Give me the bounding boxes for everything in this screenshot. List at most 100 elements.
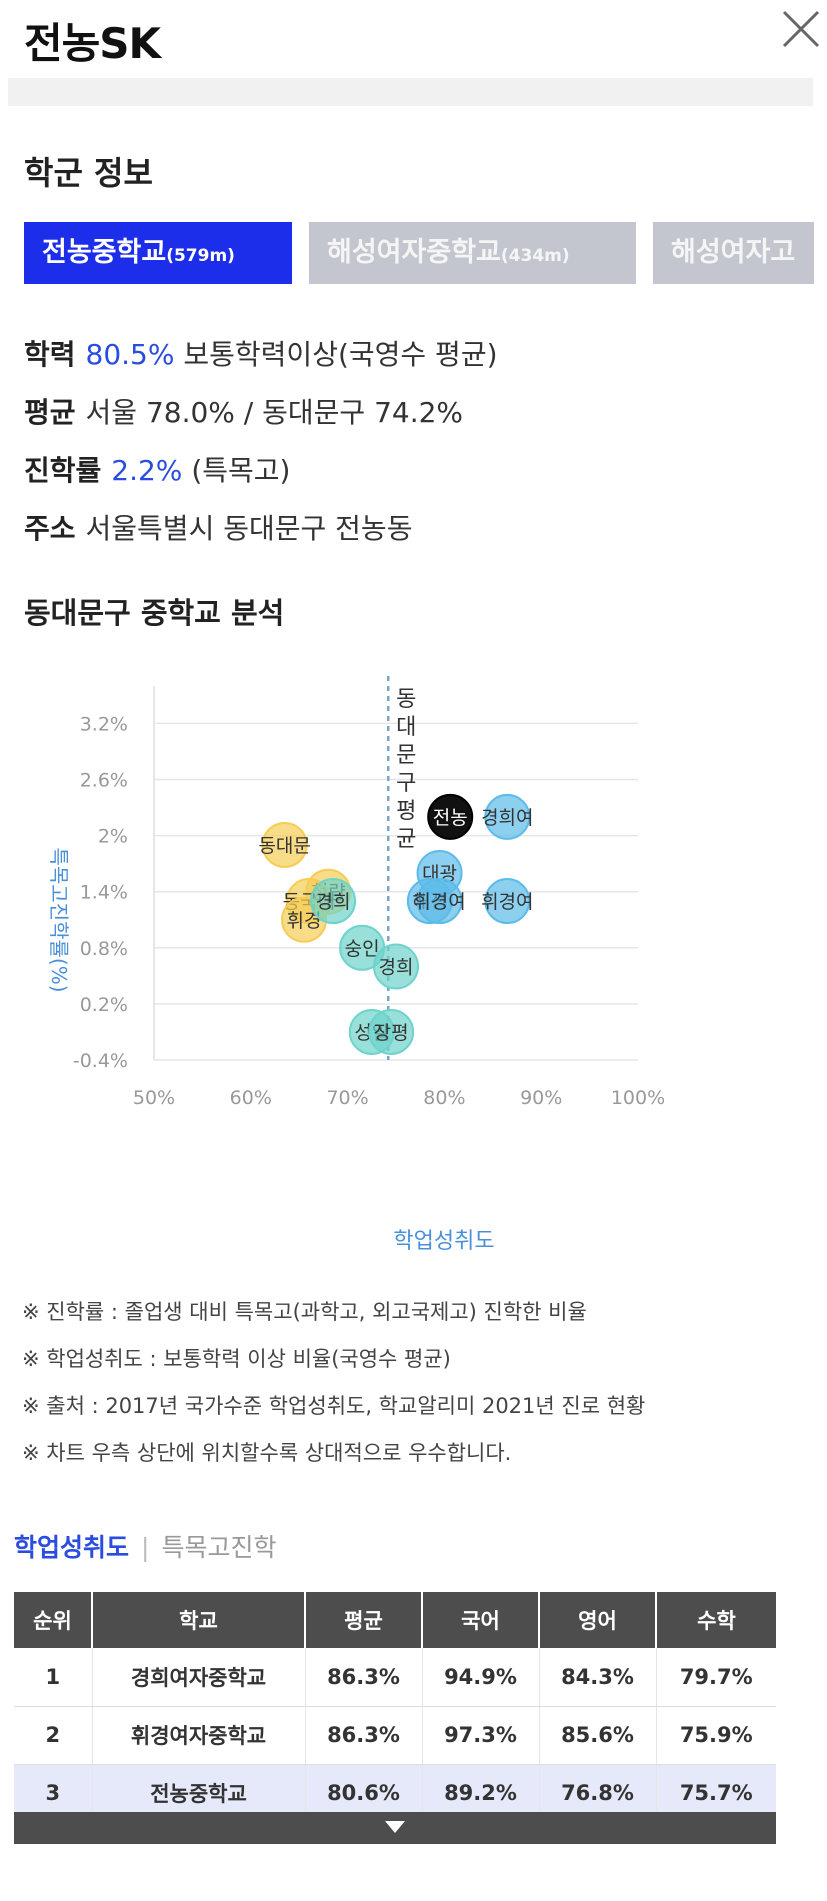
average-line-label-char: 균: [396, 827, 416, 852]
table-row: 2 휘경여자중학교 86.3% 97.3% 85.6% 75.9%: [14, 1706, 776, 1765]
average-line-label-char: 구: [396, 771, 416, 796]
scatter-point: [261, 821, 308, 868]
scatter-point: [484, 878, 531, 925]
y-tick-label: 0.8%: [80, 938, 128, 960]
x-tick-label: 100%: [611, 1087, 665, 1109]
info-average: 평균 서울 78.0% / 동대문구 74.2%: [24, 391, 463, 431]
cell-rank: 2: [14, 1706, 93, 1765]
scatter-point: [310, 878, 357, 925]
y-tick-label: -0.4%: [73, 1050, 128, 1072]
chart-grid: [153, 686, 638, 1061]
tab-school-2-dist: (434m): [500, 246, 570, 266]
y-axis-label: 특목고진학률(%): [47, 847, 71, 992]
scatter-point-label: 전농: [433, 807, 468, 829]
info-achievement-value: 80.5%: [85, 338, 175, 371]
scatter-point-label: 경희: [379, 957, 414, 979]
scatter-point: [427, 793, 474, 840]
tab-school-2[interactable]: 해성여자중학교(434m): [309, 222, 636, 284]
chevron-down-icon: [385, 1821, 405, 1833]
scatter-point: [368, 1008, 415, 1055]
info-achievement-label: 학력: [24, 338, 76, 371]
x-axis-label: 학업성취도: [393, 1229, 494, 1250]
subtab-separator: |: [141, 1533, 150, 1562]
school-tabs: 전농중학교(579m) 해성여자중학교(434m) 해성여자고: [24, 222, 814, 284]
chart-notes: ※ 진학률 : 졸업생 대비 특목고(과학고, 외고국제고) 진학한 비율 ※ …: [22, 1296, 645, 1484]
header-average: 평균: [305, 1592, 423, 1648]
info-advancement-desc: (특목고): [191, 454, 291, 487]
expand-table-button[interactable]: [14, 1812, 776, 1844]
header: 전농SK: [0, 0, 827, 78]
y-tick-label: 1.4%: [80, 882, 128, 904]
close-button[interactable]: [778, 6, 824, 52]
note-item: ※ 진학률 : 졸업생 대비 특목고(과학고, 외고국제고) 진학한 비율: [22, 1300, 587, 1324]
scatter-point: [484, 793, 531, 840]
tab-school-1-name: 전농중학교: [42, 237, 167, 268]
ranking-subtabs: 학업성취도 | 특목고진학: [14, 1528, 276, 1564]
scatter-point: [373, 943, 419, 990]
scatter-point: [416, 878, 463, 925]
scatter-point-label: 휘경여: [481, 891, 533, 913]
info-achievement-desc: 보통학력이상(국영수 평균): [183, 338, 498, 371]
scatter-point-label: 경희: [316, 891, 351, 913]
average-line-label-char: 문: [396, 743, 416, 768]
scatter-point-label: 휘경: [287, 910, 322, 932]
scatter-point-label: 경희여: [481, 807, 533, 829]
divider-band: [8, 78, 813, 106]
page-title: 전농SK: [24, 19, 161, 68]
average-line-label-char: 동: [396, 687, 416, 712]
y-tick-label: 2%: [98, 826, 128, 848]
cell-math: 79.7%: [656, 1648, 776, 1707]
cell-average: 86.3%: [305, 1648, 423, 1707]
cell-math: 75.9%: [656, 1706, 776, 1765]
subtab-advancement[interactable]: 특목고진학: [161, 1533, 277, 1562]
header-english: 영어: [539, 1592, 657, 1648]
cell-english: 84.3%: [539, 1648, 657, 1707]
average-line-label-char: 대: [396, 715, 416, 740]
y-tick-label: 2.6%: [80, 770, 128, 792]
scatter-point-label: 휘경여: [413, 891, 465, 913]
info-achievement: 학력 80.5% 보통학력이상(국영수 평균): [24, 333, 498, 373]
close-icon: [782, 10, 820, 48]
scatter-point-label: 동대문: [258, 835, 310, 857]
section-title-school: 학군 정보: [24, 154, 153, 192]
x-tick-label: 80%: [423, 1087, 465, 1109]
info-advancement-value: 2.2%: [111, 454, 183, 487]
scatter-point-label: 숭인: [345, 938, 380, 960]
cell-school: 경희여자중학교: [92, 1648, 306, 1707]
cell-school: 휘경여자중학교: [92, 1706, 306, 1765]
tab-school-2-name: 해성여자중학교: [327, 237, 501, 268]
cell-korean: 94.9%: [422, 1648, 540, 1707]
scatter-point-label: 장평: [374, 1022, 409, 1044]
cell-rank: 1: [14, 1648, 93, 1707]
cell-english: 85.6%: [539, 1706, 657, 1765]
subtab-achievement[interactable]: 학업성취도: [14, 1533, 130, 1562]
info-advancement-label: 진학률: [24, 454, 102, 487]
note-item: ※ 학업성취도 : 보통학력 이상 비율(국영수 평균): [22, 1347, 451, 1371]
header-korean: 국어: [422, 1592, 540, 1648]
y-tick-label: 0.2%: [80, 994, 128, 1016]
cell-average: 86.3%: [305, 1706, 423, 1765]
info-address: 주소 서울특별시 동대문구 전농동: [24, 507, 412, 547]
chart-ticks: 3.2% 2.6% 2% 1.4% 0.8% 0.2% -0.4%50% 60% 70% 80% 9…: [73, 713, 665, 1109]
x-tick-label: 60%: [230, 1087, 272, 1109]
tab-school-1[interactable]: 전농중학교(579m): [24, 222, 292, 284]
info-average-label: 평균: [24, 396, 76, 429]
tab-school-1-dist: (579m): [166, 246, 235, 266]
table-row: 1 경희여자중학교 86.3% 94.9% 84.3% 79.7%: [14, 1648, 776, 1707]
note-item: ※ 출처 : 2017년 국가수준 학업성취도, 학교알리미 2021년 진로 …: [22, 1394, 646, 1418]
header-rank: 순위: [14, 1592, 93, 1648]
tab-school-3[interactable]: 해성여자고: [653, 222, 814, 284]
x-tick-label: 50%: [133, 1087, 175, 1109]
average-line-label-char: 평: [396, 799, 416, 824]
header-math: 수학: [656, 1592, 776, 1648]
info-address-desc: 서울특별시 동대문구 전농동: [85, 512, 413, 545]
info-average-desc: 서울 78.0% / 동대문구 74.2%: [85, 396, 464, 429]
table-header-row: 순위 학교 평균 국어 영어 수학: [14, 1592, 776, 1648]
header-school: 학교: [92, 1592, 306, 1648]
y-tick-label: 3.2%: [80, 713, 128, 735]
ranking-table: 순위 학교 평균 국어 영어 수학 1 경희여자중학교 86.3% 94.9% …: [14, 1592, 776, 1823]
x-tick-label: 70%: [326, 1087, 368, 1109]
info-address-label: 주소: [24, 512, 76, 545]
